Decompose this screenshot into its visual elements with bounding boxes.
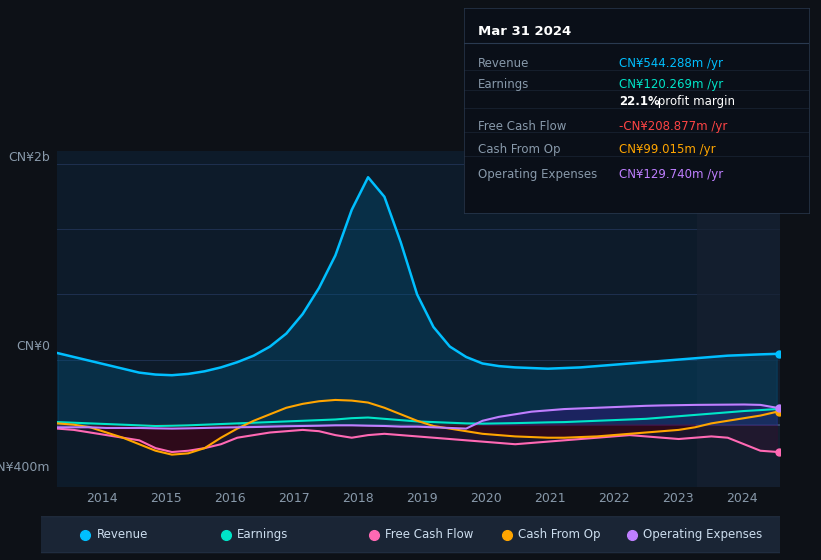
Text: Operating Expenses: Operating Expenses (644, 528, 763, 542)
Text: 2019: 2019 (406, 492, 438, 505)
Text: Earnings: Earnings (478, 78, 529, 91)
Text: profit margin: profit margin (654, 95, 735, 108)
Text: Earnings: Earnings (237, 528, 288, 542)
Text: CN¥99.015m /yr: CN¥99.015m /yr (619, 143, 716, 156)
Text: Revenue: Revenue (97, 528, 148, 542)
Text: CN¥544.288m /yr: CN¥544.288m /yr (619, 58, 723, 71)
Text: Cash From Op: Cash From Op (518, 528, 600, 542)
Text: CN¥2b: CN¥2b (8, 151, 50, 164)
Text: CN¥0: CN¥0 (16, 339, 50, 353)
Text: 2023: 2023 (662, 492, 694, 505)
Text: Free Cash Flow: Free Cash Flow (478, 120, 566, 133)
Text: 2016: 2016 (214, 492, 246, 505)
Text: Free Cash Flow: Free Cash Flow (385, 528, 473, 542)
Bar (697, 151, 780, 487)
Text: 2017: 2017 (278, 492, 310, 505)
Text: 2018: 2018 (342, 492, 374, 505)
Text: Revenue: Revenue (478, 58, 529, 71)
Text: 2015: 2015 (150, 492, 182, 505)
Text: 2014: 2014 (86, 492, 118, 505)
FancyBboxPatch shape (34, 517, 787, 553)
Text: 2024: 2024 (726, 492, 758, 505)
Text: -CN¥208.877m /yr: -CN¥208.877m /yr (619, 120, 727, 133)
Text: Cash From Op: Cash From Op (478, 143, 560, 156)
Text: 2022: 2022 (598, 492, 630, 505)
Text: CN¥120.269m /yr: CN¥120.269m /yr (619, 78, 723, 91)
Text: 22.1%: 22.1% (619, 95, 660, 108)
Text: Mar 31 2024: Mar 31 2024 (478, 25, 571, 38)
Text: 2020: 2020 (470, 492, 502, 505)
Text: CN¥129.740m /yr: CN¥129.740m /yr (619, 168, 723, 181)
Text: Operating Expenses: Operating Expenses (478, 168, 597, 181)
Text: 2021: 2021 (534, 492, 566, 505)
Text: -CN¥400m: -CN¥400m (0, 460, 50, 474)
